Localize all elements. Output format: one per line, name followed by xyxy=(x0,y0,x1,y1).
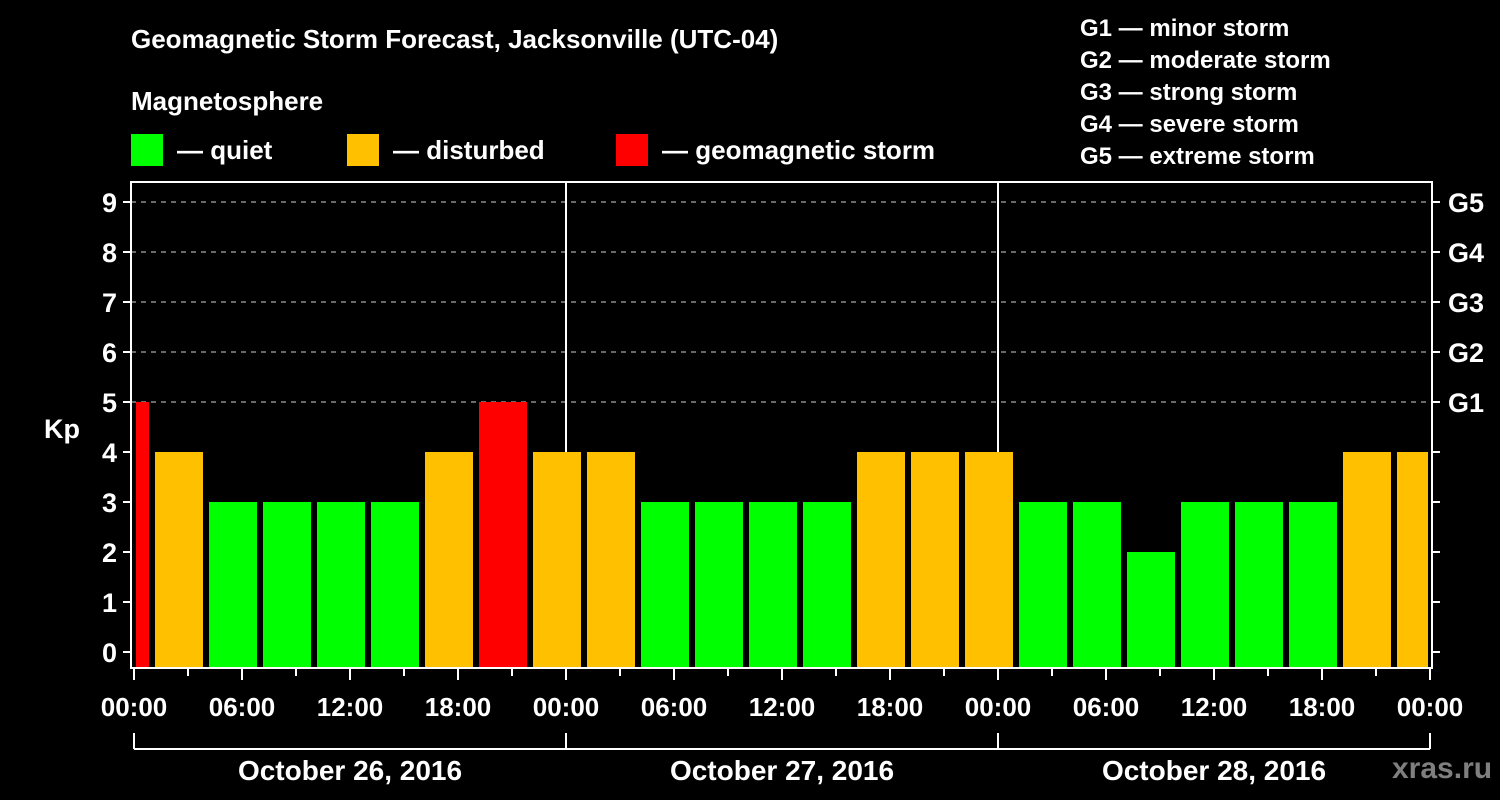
kp-bar xyxy=(1127,552,1175,667)
legend-label-disturbed: — disturbed xyxy=(393,134,545,165)
y-axis-label: Kp xyxy=(44,414,80,444)
watermark: xras.ru xyxy=(1392,752,1493,785)
legend-swatch-quiet xyxy=(131,134,163,166)
g-scale-item: G1 — minor storm xyxy=(1080,15,1290,42)
kp-bar xyxy=(1289,502,1337,667)
legend-item-storm: — geomagnetic storm xyxy=(616,134,935,166)
x-tick-label: 12:00 xyxy=(317,692,384,722)
y-tick-label: 5 xyxy=(102,388,117,418)
y-tick-label: 0 xyxy=(102,638,117,668)
x-tick-label: 06:00 xyxy=(641,692,708,722)
legend-item-quiet: — quiet xyxy=(131,134,272,166)
kp-bar xyxy=(695,502,743,667)
x-tick-label: 18:00 xyxy=(1289,692,1356,722)
kp-bar xyxy=(1235,502,1283,667)
g-tick-label: G5 xyxy=(1448,188,1484,218)
kp-bar xyxy=(641,502,689,667)
x-tick-label: 00:00 xyxy=(965,692,1032,722)
y-tick-label: 8 xyxy=(102,238,117,268)
g-scale-item: G5 — extreme storm xyxy=(1080,143,1315,170)
x-tick-label: 18:00 xyxy=(425,692,492,722)
kp-bar xyxy=(209,502,257,667)
g-tick-label: G2 xyxy=(1448,338,1484,368)
legend-swatch-disturbed xyxy=(347,134,379,166)
kp-bar xyxy=(965,452,1013,667)
y-tick-label: 9 xyxy=(102,188,117,218)
kp-bar xyxy=(263,502,311,667)
y-tick-label: 6 xyxy=(102,338,117,368)
kp-bar xyxy=(479,402,527,667)
kp-bar xyxy=(136,402,149,667)
g-scale-item: G3 — strong storm xyxy=(1080,79,1298,106)
x-tick-label: 00:00 xyxy=(1397,692,1464,722)
y-tick-label: 3 xyxy=(102,488,117,518)
g-scale-item: G2 — moderate storm xyxy=(1080,47,1331,74)
x-tick-label: 06:00 xyxy=(209,692,276,722)
kp-bar xyxy=(371,502,419,667)
legend-label-storm: — geomagnetic storm xyxy=(662,134,936,165)
kp-bar xyxy=(1343,452,1391,667)
chart-title: Geomagnetic Storm Forecast, Jacksonville… xyxy=(131,24,779,54)
legend-label-quiet: — quiet xyxy=(177,134,273,165)
day-label: October 27, 2016 xyxy=(670,755,894,786)
g-tick-label: G4 xyxy=(1448,238,1484,268)
kp-bar xyxy=(749,502,797,667)
day-label: October 28, 2016 xyxy=(1102,755,1326,786)
x-tick-label: 12:00 xyxy=(1181,692,1248,722)
kp-bar xyxy=(533,452,581,667)
g-tick-label: G3 xyxy=(1448,288,1484,318)
y-tick-label: 2 xyxy=(102,538,117,568)
x-tick-label: 06:00 xyxy=(1073,692,1140,722)
kp-bar xyxy=(803,502,851,667)
kp-bar xyxy=(317,502,365,667)
y-tick-label: 7 xyxy=(102,288,117,318)
y-tick-label: 1 xyxy=(102,588,117,618)
kp-bar xyxy=(425,452,473,667)
legend-item-disturbed: — disturbed xyxy=(347,134,545,166)
g-tick-label: G1 xyxy=(1448,388,1484,418)
x-tick-label: 12:00 xyxy=(749,692,816,722)
kp-bar xyxy=(1073,502,1121,667)
legend-swatch-storm xyxy=(616,134,648,166)
x-tick-label: 00:00 xyxy=(533,692,600,722)
kp-bar xyxy=(857,452,905,667)
legend-title: Magnetosphere xyxy=(131,86,324,116)
kp-bar xyxy=(1397,452,1428,667)
kp-bar xyxy=(587,452,635,667)
kp-bar xyxy=(1181,502,1229,667)
x-tick-label: 18:00 xyxy=(857,692,924,722)
g-scale-legend: G1 — minor storm G2 — moderate storm G3 … xyxy=(1080,13,1331,173)
g-scale-item: G4 — severe storm xyxy=(1080,111,1299,138)
y-tick-label: 4 xyxy=(102,438,117,468)
kp-bar xyxy=(1019,502,1067,667)
x-tick-label: 00:00 xyxy=(101,692,168,722)
day-label: October 26, 2016 xyxy=(238,755,462,786)
kp-bar xyxy=(155,452,203,667)
kp-bar xyxy=(911,452,959,667)
